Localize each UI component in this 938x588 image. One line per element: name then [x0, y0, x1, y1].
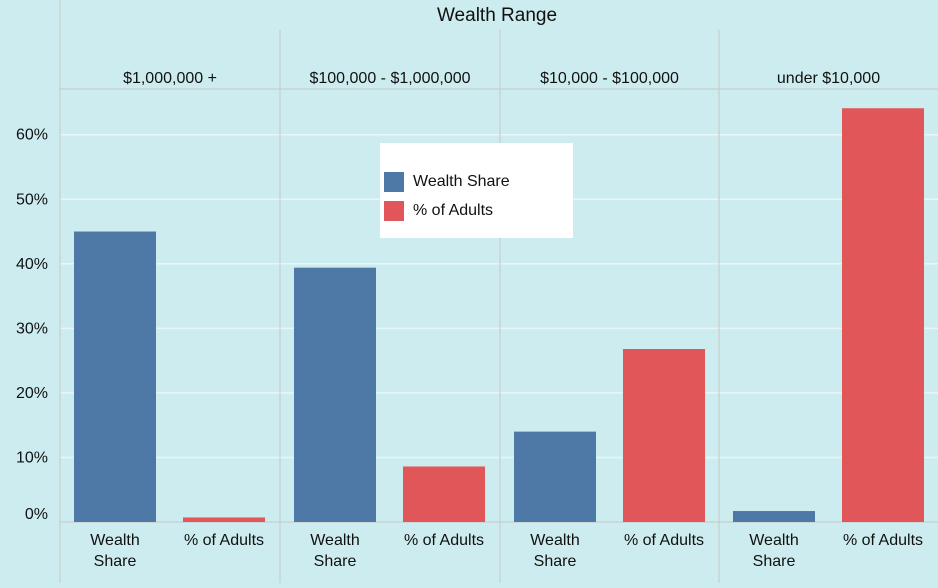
bar [183, 517, 265, 522]
x-category-label: Wealth [310, 532, 360, 549]
legend-item-pct-adults: % of Adults [384, 200, 493, 222]
y-tick-label: 40% [16, 256, 48, 273]
x-category-label: % of Adults [843, 532, 923, 549]
group-header: $1,000,000 + [123, 70, 217, 87]
chart-title: Wealth Range [437, 5, 557, 26]
x-category-label: % of Adults [624, 532, 704, 549]
legend-swatch-wealth-share [384, 172, 404, 192]
group-header: $10,000 - $100,000 [540, 70, 679, 87]
y-tick-label: 20% [16, 385, 48, 402]
legend-swatch-pct-adults [384, 201, 404, 221]
bar [403, 466, 485, 522]
y-tick-label: 10% [16, 449, 48, 466]
y-tick-label: 0% [25, 506, 48, 523]
legend: Wealth Share % of Adults [380, 143, 573, 238]
x-category-label: Share [534, 553, 577, 570]
bar [74, 231, 156, 522]
x-category-label: % of Adults [184, 532, 264, 549]
x-category-label: Wealth [90, 532, 140, 549]
bar [842, 108, 924, 522]
y-tick-label: 50% [16, 191, 48, 208]
x-category-label: Share [314, 553, 357, 570]
y-tick-label: 60% [16, 127, 48, 144]
x-category-label: % of Adults [404, 532, 484, 549]
bar [623, 349, 705, 522]
y-tick-label: 30% [16, 320, 48, 337]
bar [294, 267, 376, 522]
x-category-label: Share [94, 553, 137, 570]
bar [733, 511, 815, 522]
bar [514, 431, 596, 522]
legend-label-wealth-share: Wealth Share [413, 173, 510, 190]
legend-item-wealth-share: Wealth Share [384, 171, 510, 193]
group-header: $100,000 - $1,000,000 [309, 70, 470, 87]
x-category-label: Wealth [530, 532, 580, 549]
x-category-label: Wealth [749, 532, 799, 549]
x-category-label: Share [753, 553, 796, 570]
group-header: under $10,000 [777, 70, 880, 87]
legend-label-pct-adults: % of Adults [413, 202, 494, 219]
